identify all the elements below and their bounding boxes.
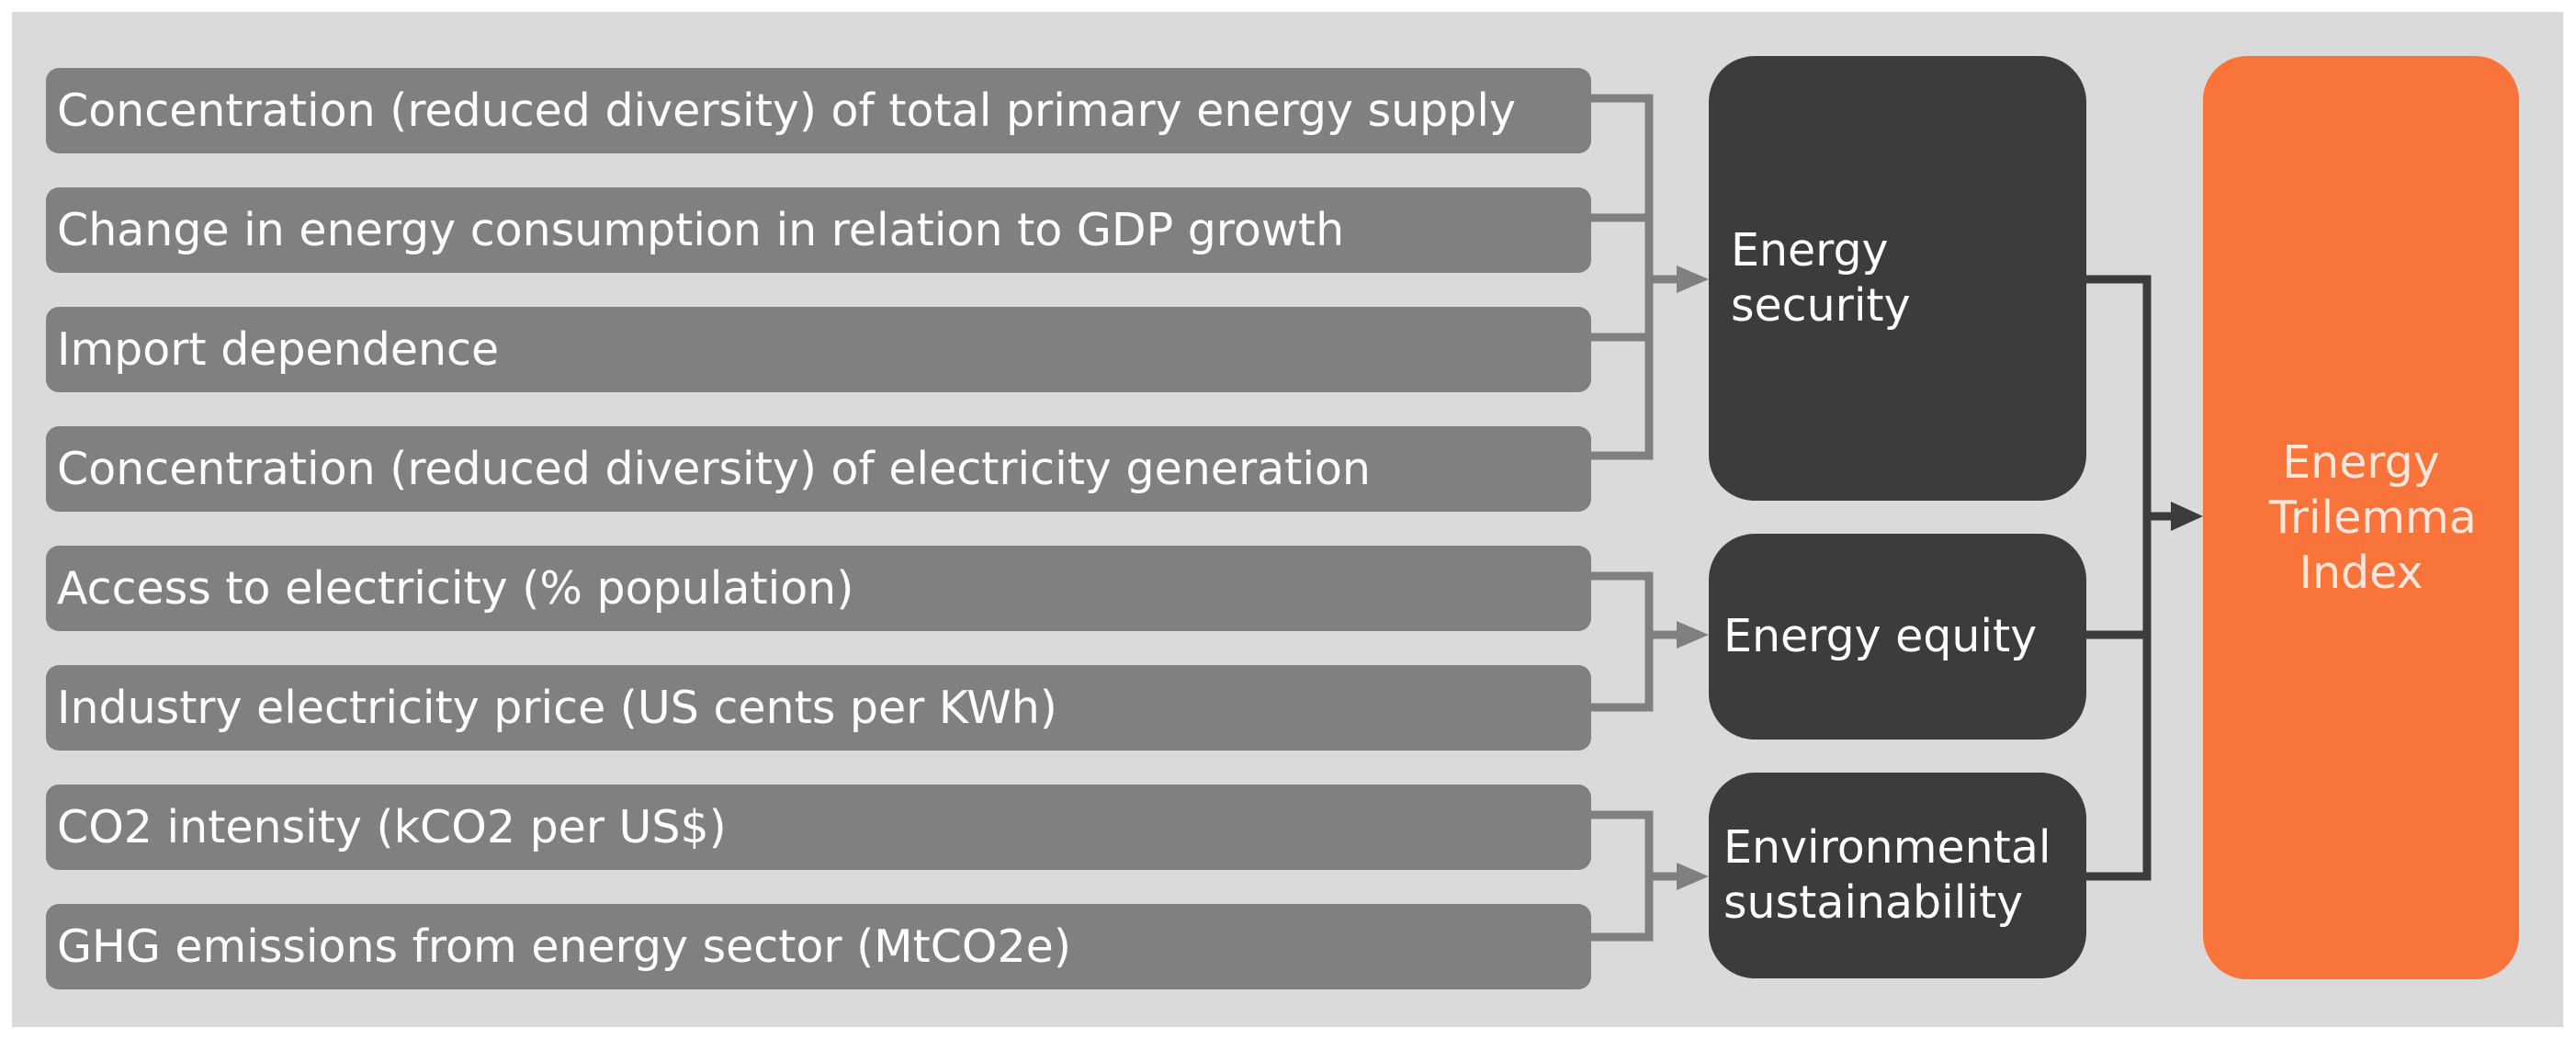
indicator-electricity-generation-concentration: Concentration (reduced diversity) of ele… (46, 426, 1591, 512)
indicator-import-dependence: Import dependence (46, 307, 1591, 392)
connector-security-bracket (1591, 94, 1654, 460)
arrowhead-to-equity (1677, 621, 1709, 649)
indicator-ghg-emissions: GHG emissions from energy sector (MtCO2e… (46, 904, 1591, 989)
arrowhead-to-index (2171, 502, 2203, 531)
arrowhead-to-security (1677, 265, 1709, 293)
index-label-line2: Trilemma (2269, 491, 2477, 544)
indicator-industry-electricity-price: Industry electricity price (US cents per… (46, 665, 1591, 751)
pillar-energy-equity: Energy equity (1709, 534, 2086, 740)
indicator-access-to-electricity: Access to electricity (% population) (46, 546, 1591, 631)
index-label-line3: Index (2299, 546, 2423, 599)
pillar-label-line2: sustainability (1723, 876, 2024, 929)
pillar-energy-security: Energy security (1709, 56, 2086, 501)
pillar-label-line1: Energy (1731, 224, 1889, 277)
pillar-label-line1: Environmental (1723, 821, 2051, 874)
connector-pillars-bracket (2086, 275, 2152, 881)
arrowhead-to-environment (1677, 863, 1709, 890)
connector-equity-bracket (1591, 571, 1654, 712)
indicator-co2-intensity: CO2 intensity (kCO2 per US$) (46, 785, 1591, 870)
connector-environment-bracket (1591, 810, 1654, 942)
index-label-line1: Energy (2282, 435, 2440, 489)
indicator-primary-energy-concentration: Concentration (reduced diversity) of tot… (46, 68, 1591, 153)
pillar-label-line2: security (1731, 279, 1911, 332)
energy-trilemma-index: Energy Trilemma Index (2203, 56, 2519, 979)
pillar-environmental-sustainability: Environmental sustainability (1709, 773, 2086, 978)
indicator-energy-consumption-gdp: Change in energy consumption in relation… (46, 187, 1591, 273)
pillar-label-line1: Energy equity (1723, 610, 2038, 662)
